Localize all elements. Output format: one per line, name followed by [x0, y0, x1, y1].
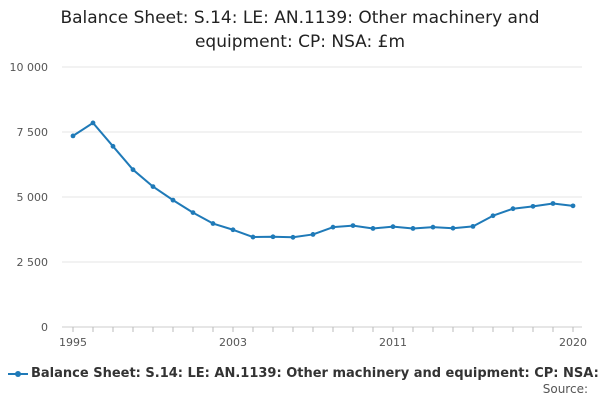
x-tick-label: 1995 [59, 336, 87, 349]
y-tick-label: 5 000 [17, 191, 49, 204]
x-tick-label: 2011 [379, 336, 407, 349]
data-point[interactable] [90, 120, 96, 126]
data-point[interactable] [230, 227, 236, 233]
data-point[interactable] [110, 143, 116, 149]
data-point[interactable] [350, 223, 356, 229]
data-point[interactable] [290, 234, 296, 240]
series-layer [70, 120, 576, 240]
data-point[interactable] [130, 167, 136, 173]
data-point[interactable] [370, 226, 376, 231]
legend[interactable]: Balance Sheet: S.14: LE: AN.1139: Other … [8, 366, 600, 381]
data-point[interactable] [390, 224, 396, 230]
legend-label: Balance Sheet: S.14: LE: AN.1139: Other … [31, 366, 600, 381]
data-point[interactable] [570, 203, 576, 209]
data-point[interactable] [490, 213, 496, 219]
chart-title: Balance Sheet: S.14: LE: AN.1139: Other … [60, 8, 540, 52]
x-tick-label: 2020 [559, 336, 587, 349]
data-point[interactable] [550, 201, 556, 206]
data-point[interactable] [190, 210, 196, 216]
y-tick-label: 10 000 [10, 61, 49, 74]
data-point[interactable] [510, 206, 516, 212]
data-point[interactable] [410, 226, 416, 231]
y-tick-label: 7 500 [17, 126, 49, 139]
data-point[interactable] [170, 197, 176, 203]
data-point[interactable] [270, 234, 276, 240]
data-point[interactable] [250, 234, 256, 240]
y-tick-label: 0 [41, 321, 48, 334]
data-point[interactable] [470, 223, 476, 229]
data-point[interactable] [210, 221, 216, 226]
series-line [72, 121, 574, 239]
grid-layer: 0 2 500 5 000 7 500 10 000 [10, 61, 582, 334]
x-axis: 1995 2003 2011 2020 [59, 327, 587, 349]
data-point[interactable] [530, 203, 536, 209]
data-point[interactable] [310, 232, 316, 237]
data-point[interactable] [70, 133, 76, 139]
x-tick-label: 2003 [219, 336, 247, 349]
data-point[interactable] [430, 224, 436, 230]
data-point[interactable] [450, 225, 456, 231]
legend-swatch-icon [8, 368, 28, 380]
y-tick-label: 2 500 [17, 256, 49, 269]
data-point[interactable] [330, 224, 336, 230]
source-label: Source: [542, 382, 588, 396]
data-point[interactable] [150, 184, 156, 190]
